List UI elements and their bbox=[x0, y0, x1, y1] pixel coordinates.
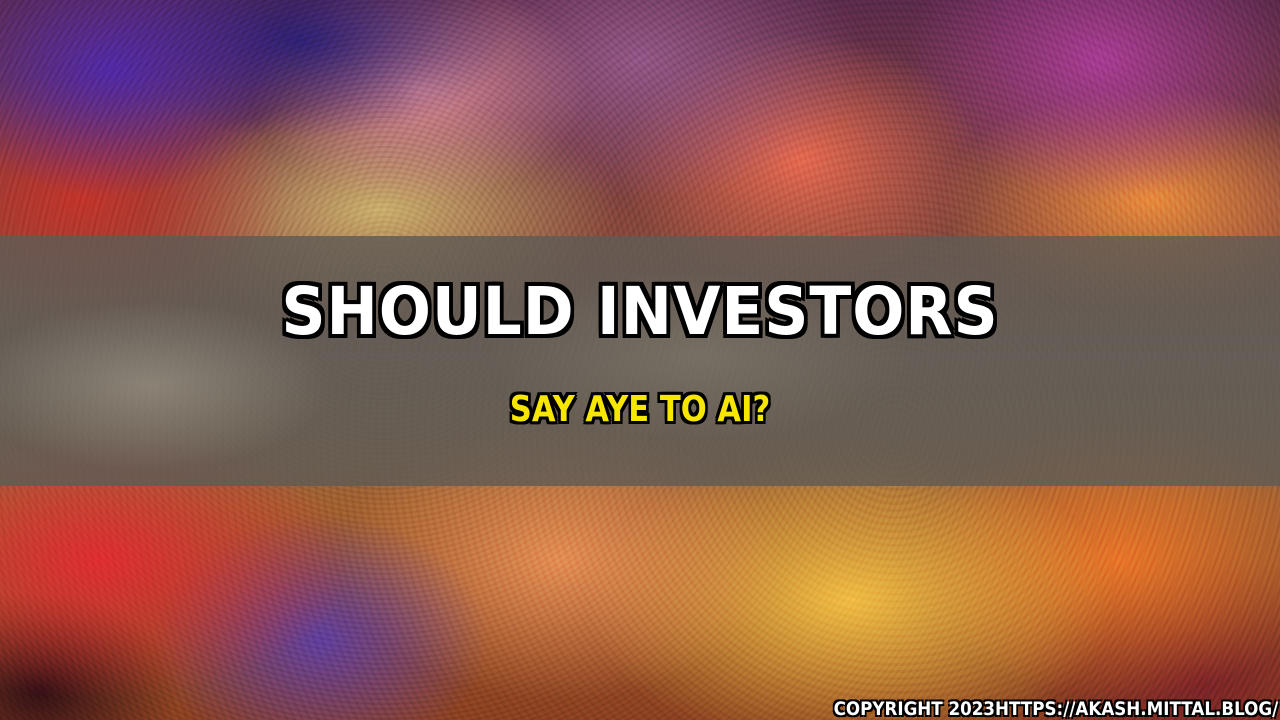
headline-title: SHOULD INVESTORS bbox=[281, 273, 999, 350]
copyright-notice: COPYRIGHT 2023HTTPS://AKASH.MITTAL.BLOG/ bbox=[833, 698, 1278, 720]
title-band bbox=[0, 236, 1280, 486]
headline-subtitle: SAY AYE TO AI? bbox=[509, 389, 771, 430]
